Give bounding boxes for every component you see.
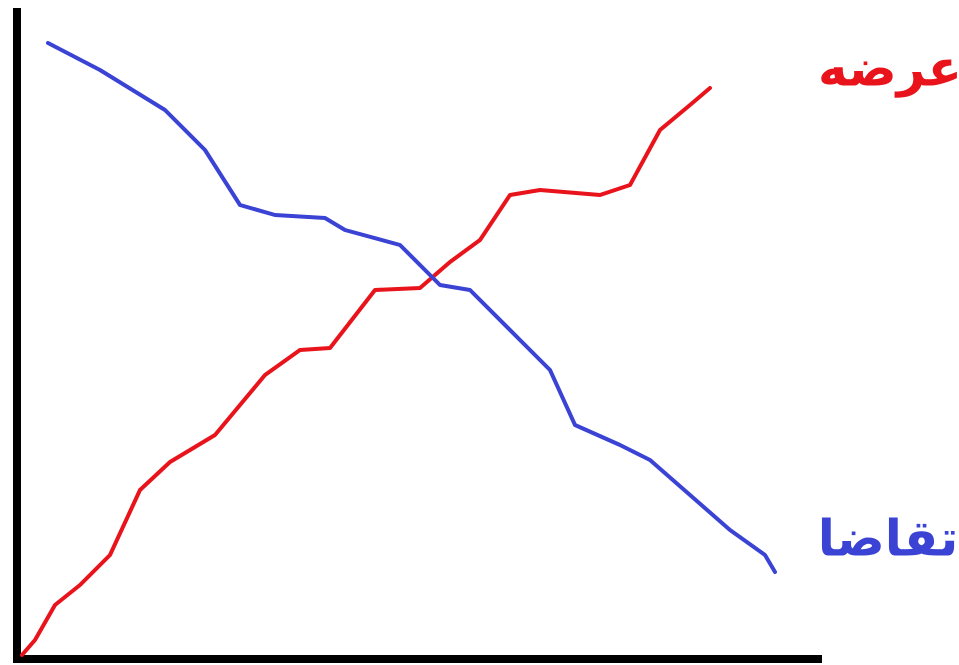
demand-label: تقاضا: [818, 510, 959, 568]
supply-curve: [20, 86, 712, 657]
demand-curve: [46, 41, 777, 574]
supply-label: عرضه: [818, 40, 959, 99]
